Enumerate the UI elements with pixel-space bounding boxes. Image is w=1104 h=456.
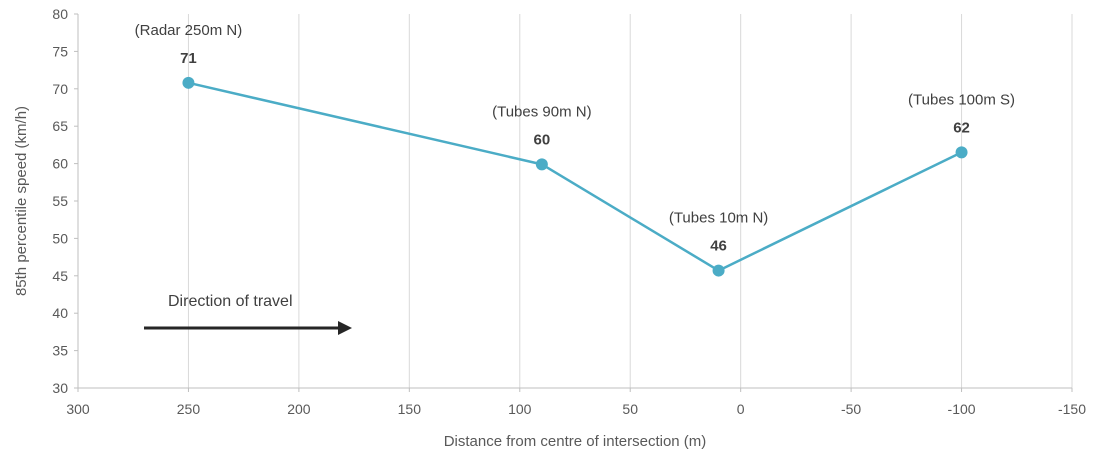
y-tick-label-6: 60: [52, 156, 68, 172]
y-tick-label-2: 40: [52, 305, 68, 321]
data-point-0: [182, 76, 195, 89]
series-line: [188, 81, 963, 272]
point-value-label-2: 46: [710, 238, 727, 255]
x-tick-label-4: 100: [508, 401, 532, 417]
data-point-1: [535, 158, 548, 171]
x-tick-label-9: -150: [1058, 401, 1086, 417]
y-tick-label-8: 70: [52, 81, 68, 97]
axes: [77, 14, 1072, 389]
y-tick-label-1: 35: [52, 343, 68, 359]
x-tick-label-5: 50: [622, 401, 638, 417]
x-axis-title: Distance from centre of intersection (m): [444, 433, 707, 450]
x-tick-label-3: 150: [398, 401, 422, 417]
point-name-label-3: (Tubes 100m S): [908, 91, 1015, 108]
grid-lines: [77, 14, 1073, 388]
x-tick-label-1: 250: [177, 401, 201, 417]
x-tick-label-6: 0: [737, 401, 745, 417]
x-tick-label-2: 200: [287, 401, 311, 417]
point-value-label-0: 71: [180, 50, 197, 67]
x-tick-label-0: 300: [66, 401, 90, 417]
point-labels: (Radar 250m N) 71 (Tubes 90m N) 60 (Tubes 10…: [135, 22, 1015, 255]
point-name-label-1: (Tubes 90m N): [492, 103, 591, 120]
y-tick-label-3: 45: [52, 268, 68, 284]
x-tick-label-8: -100: [948, 401, 976, 417]
y-tick-label-7: 65: [52, 118, 68, 134]
y-axis-ticks: 30 35 40 45 50 55 60 65 70 75 80: [52, 6, 78, 396]
data-point-3: [955, 146, 968, 159]
series-speed: [182, 76, 968, 277]
y-tick-label-9: 75: [52, 43, 68, 59]
y-tick-label-5: 55: [52, 193, 68, 209]
data-point-2: [712, 264, 725, 277]
y-tick-label-10: 80: [52, 6, 68, 22]
direction-of-travel-label: Direction of travel: [168, 293, 293, 310]
point-value-label-1: 60: [534, 131, 551, 148]
x-axis-ticks: 300 250 200 150 100 50 0 -50 -100 -150: [66, 388, 1086, 417]
x-tick-label-7: -50: [841, 401, 861, 417]
point-value-label-3: 62: [953, 119, 970, 136]
direction-arrow-head: [338, 321, 352, 335]
y-tick-label-0: 30: [52, 380, 68, 396]
y-axis-title: 85th percentile speed (km/h): [13, 106, 30, 296]
point-name-label-0: (Radar 250m N): [135, 22, 243, 39]
y-tick-label-4: 50: [52, 230, 68, 246]
direction-annotation: Direction of travel: [144, 293, 352, 335]
point-name-label-2: (Tubes 10m N): [669, 210, 768, 227]
